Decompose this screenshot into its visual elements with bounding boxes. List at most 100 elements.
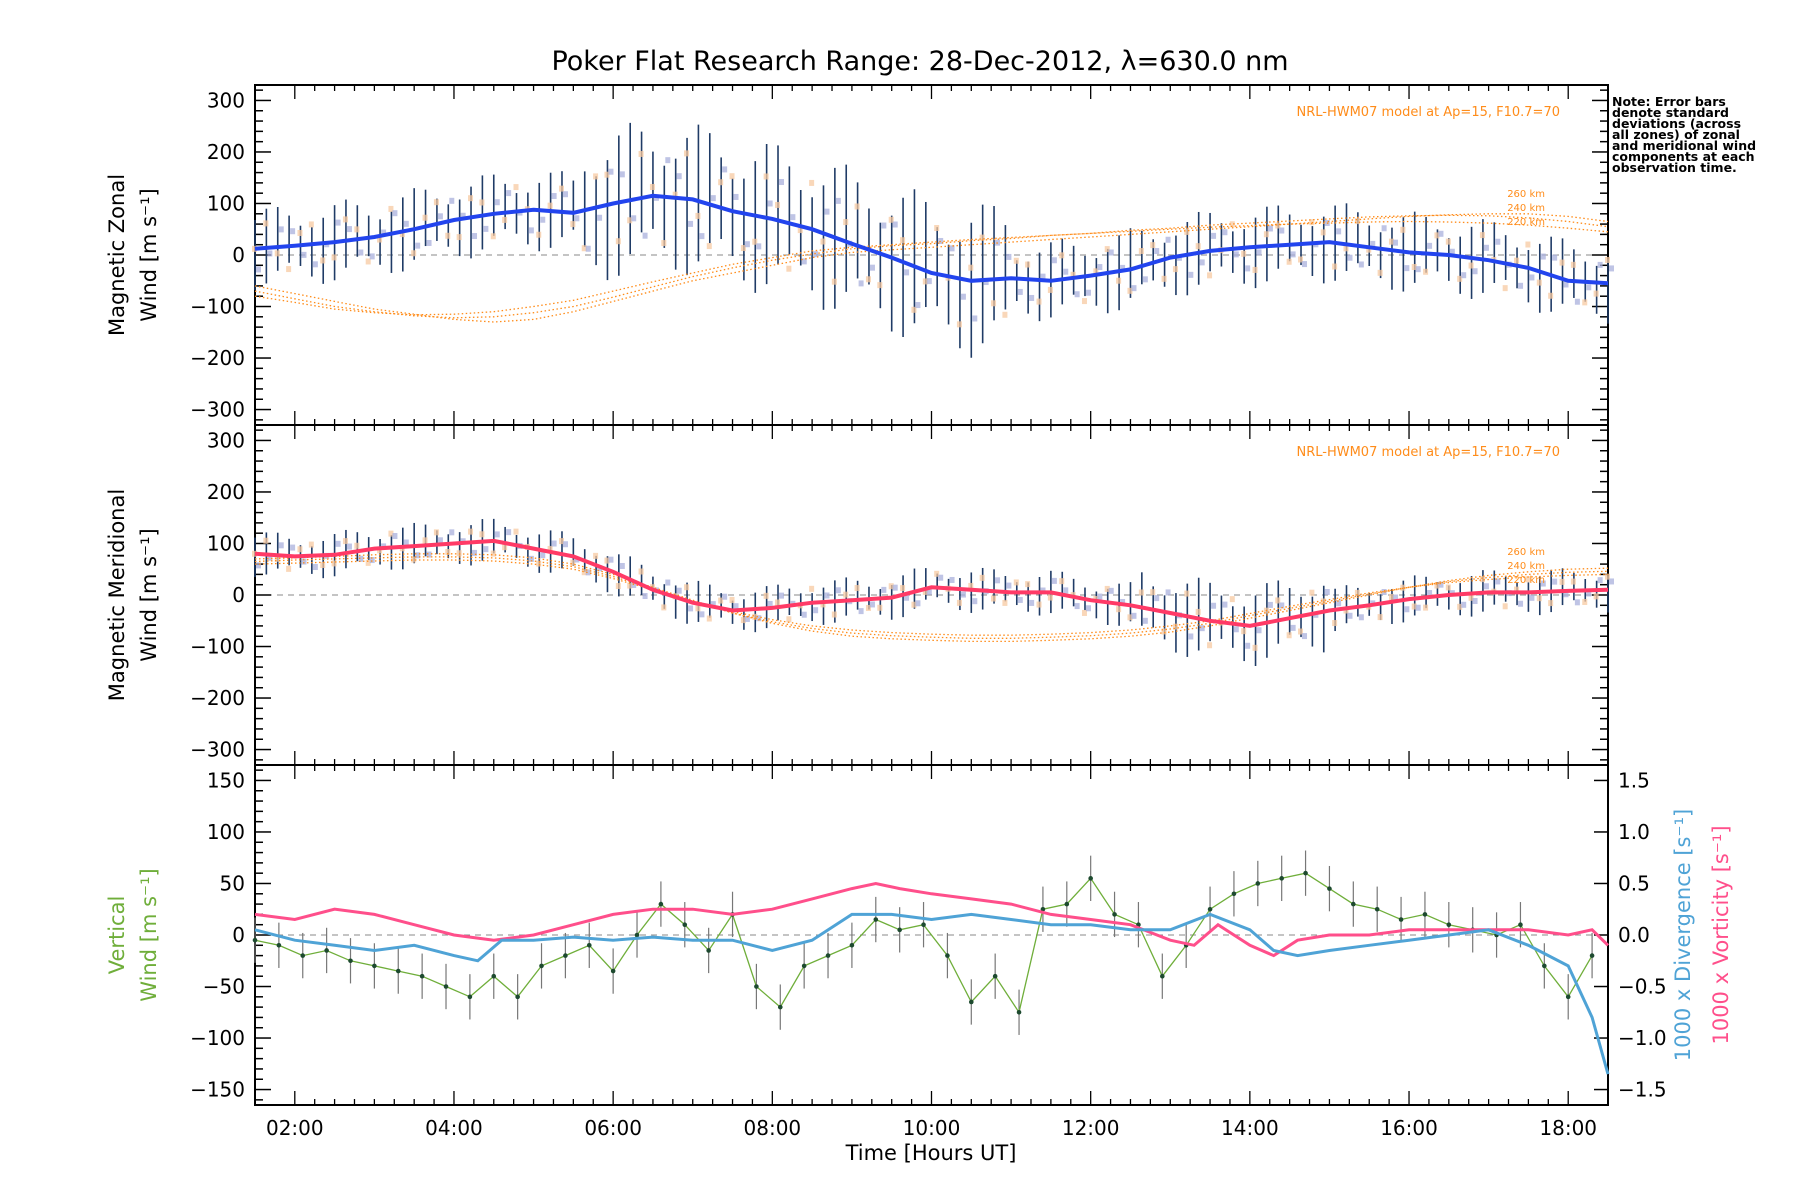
meridional-zone-point	[1051, 577, 1057, 584]
zonal-zone-point	[256, 266, 261, 273]
zonal-zone-point	[449, 197, 455, 204]
zonal-zone-point	[1366, 246, 1372, 253]
zonal-zone-point	[547, 202, 553, 209]
vertical-wind-point	[658, 901, 664, 907]
vertical-wind-point	[873, 917, 879, 922]
zonal-zone-point	[1302, 261, 1308, 268]
meridional-zone-point	[843, 591, 849, 598]
vertical-wind-point	[1255, 881, 1261, 886]
meridional-zone-point	[608, 556, 614, 563]
x-tick-label: 10:00	[903, 1116, 961, 1140]
meridional-zone-point	[506, 529, 512, 536]
meridional-zone-point	[426, 551, 432, 558]
zonal-zone-point	[956, 321, 962, 328]
meridional-zone-point	[540, 552, 546, 559]
x-tick-label: 02:00	[266, 1116, 324, 1140]
meridional-zone-point	[1593, 593, 1599, 600]
zonal-zone-point	[377, 236, 383, 243]
meridional-zone-point	[1354, 589, 1360, 596]
zonal-zone-point	[1207, 272, 1213, 279]
meridional-zone-point	[388, 530, 394, 537]
zonal-zone-point	[665, 157, 671, 164]
zonal-model-260: 260 km	[1507, 189, 1545, 200]
zonal-zone-point	[960, 293, 966, 300]
meridional-zone-point	[1131, 612, 1137, 619]
meridional-zone-point	[740, 617, 746, 624]
zonal-zone-point	[1548, 292, 1554, 299]
meridional-zone-point	[854, 585, 860, 592]
meridional-zone-point	[779, 592, 785, 599]
zonal-zone-point	[1229, 221, 1235, 228]
zonal-zone-point	[1525, 241, 1531, 248]
zonal-zone-point	[1063, 268, 1069, 275]
zonal-zone-point	[858, 280, 864, 287]
meridional-zone-point	[1518, 600, 1524, 607]
meridional-zone-point	[267, 554, 273, 561]
zonal-zone-point	[312, 261, 318, 268]
meridional-model-curve-1	[254, 556, 1609, 639]
meridional-model-240: 240 km	[1507, 561, 1545, 572]
zonal-zone-point	[1252, 266, 1258, 273]
vertical-wind-point	[1088, 876, 1093, 881]
zonal-zone-point	[1036, 298, 1042, 305]
meridional-zone-point	[824, 592, 830, 599]
meridional-zone-point	[1472, 598, 1478, 605]
zonal-zone-point	[1461, 272, 1467, 279]
meridional-zone-point	[1525, 576, 1531, 583]
zonal-ytick-label: 100	[207, 191, 245, 215]
zonal-zone-point	[1381, 225, 1387, 232]
meridional-zone-point	[286, 565, 292, 572]
meridional-ytick-label: 300	[207, 428, 245, 452]
zonal-zone-point	[604, 171, 610, 178]
vertical-wind-point	[1303, 870, 1308, 876]
meridional-zone-point	[1586, 590, 1592, 597]
zonal-zone-point	[392, 210, 398, 217]
zonal-zone-point	[1138, 248, 1144, 255]
meridional-zone-point	[468, 528, 474, 535]
zonal-zone-point	[877, 282, 883, 289]
meridional-zone-point	[820, 601, 826, 608]
zonal-zone-point	[926, 278, 932, 285]
zonal-zone-point	[1479, 232, 1485, 239]
meridional-zone-point	[502, 544, 508, 551]
vertical-wind-point	[1160, 973, 1165, 979]
zonal-zone-point	[1377, 269, 1383, 276]
zonal-zone-point	[786, 265, 792, 272]
meridional-model-260: 260 km	[1507, 547, 1545, 558]
meridional-zone-point	[1343, 607, 1349, 614]
vertical-wind-point	[754, 984, 759, 989]
zonal-zone-point	[627, 217, 633, 224]
meridional-zone-point	[1529, 594, 1535, 601]
zonal-zone-point	[479, 199, 485, 206]
vertical-wind-point	[443, 984, 449, 989]
zonal-zone-point	[1025, 261, 1031, 268]
zonal-zone-point	[1154, 248, 1160, 255]
meridional-ylabel-2: Wind [m s⁻¹]	[137, 528, 161, 661]
zonal-model-curve-1	[254, 214, 1609, 319]
meridional-zone-point	[335, 540, 341, 547]
meridional-ytick-label: −200	[190, 686, 245, 710]
zonal-zone-point	[763, 173, 769, 180]
vertical-wind-point	[395, 968, 401, 974]
zonal-zone-point	[1586, 284, 1592, 291]
meridional-zone-point	[1457, 603, 1463, 610]
vertical-wind-point	[1327, 886, 1332, 891]
meridional-ytick-label: −300	[190, 738, 245, 762]
vertical-wind-point	[849, 943, 855, 948]
vertical-wind-point	[777, 1004, 783, 1010]
zonal-zone-point	[422, 214, 428, 221]
zonal-zone-point	[904, 269, 910, 276]
zonal-zone-point	[536, 231, 542, 238]
zonal-zone-point	[585, 245, 591, 252]
zonal-zone-point	[426, 239, 432, 246]
meridional-zone-point	[1222, 601, 1228, 608]
vertical-wind-point	[1422, 912, 1428, 917]
meridional-zone-point	[1085, 605, 1091, 612]
meridional-zone-point	[1514, 586, 1520, 593]
vertical-wind-point	[300, 953, 306, 958]
meridional-zone-point	[1574, 599, 1580, 606]
meridional-zone-point	[1142, 617, 1148, 624]
meridional-zone-point	[1267, 601, 1273, 608]
zonal-zone-point	[1358, 261, 1364, 268]
vertical-wind-point	[1279, 876, 1284, 881]
